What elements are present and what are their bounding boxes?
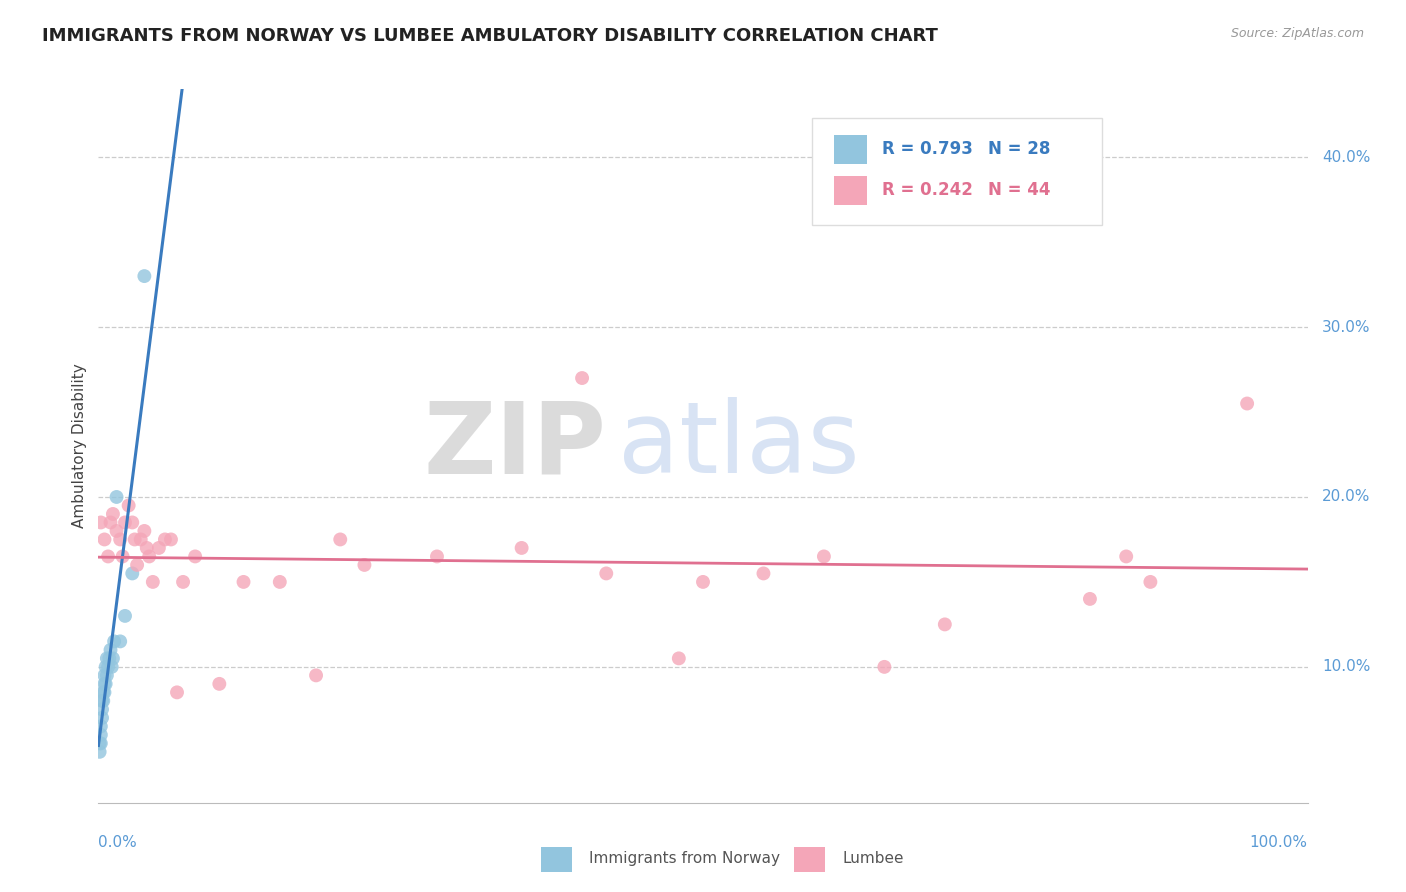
Point: [89, 745, 111, 759]
Point: [329, 533, 352, 547]
Point: [138, 549, 160, 564]
Point: [114, 608, 136, 623]
Point: [114, 516, 136, 530]
Point: [100, 660, 122, 674]
Text: atlas: atlas: [619, 398, 860, 494]
Text: ZIP: ZIP: [423, 398, 606, 494]
Text: R = 0.242: R = 0.242: [882, 181, 973, 199]
Text: 0.0%: 0.0%: [98, 835, 138, 850]
Point: [571, 371, 593, 385]
Point: [100, 643, 122, 657]
Point: [103, 634, 125, 648]
Point: [118, 499, 141, 513]
Point: [90, 516, 112, 530]
Point: [94, 677, 117, 691]
Bar: [834, 176, 868, 204]
Point: [108, 634, 131, 648]
Point: [134, 524, 156, 538]
Point: [97, 549, 120, 564]
Point: [426, 549, 449, 564]
Point: [91, 685, 114, 699]
Point: [668, 651, 690, 665]
Text: N = 44: N = 44: [988, 181, 1050, 199]
Point: [91, 702, 114, 716]
Point: [121, 566, 143, 581]
Point: [129, 533, 152, 547]
Text: IMMIGRANTS FROM NORWAY VS LUMBEE AMBULATORY DISABILITY CORRELATION CHART: IMMIGRANTS FROM NORWAY VS LUMBEE AMBULAT…: [42, 27, 938, 45]
Point: [873, 660, 896, 674]
Text: Lumbee: Lumbee: [842, 852, 904, 866]
Y-axis label: Ambulatory Disability: Ambulatory Disability: [72, 364, 87, 528]
Point: [1078, 591, 1101, 606]
Point: [692, 574, 714, 589]
Text: Immigrants from Norway: Immigrants from Norway: [589, 852, 780, 866]
Bar: [834, 136, 868, 164]
Point: [813, 549, 835, 564]
Point: [101, 507, 124, 521]
Point: [595, 566, 617, 581]
Point: [93, 677, 115, 691]
Point: [124, 533, 146, 547]
Point: [94, 660, 117, 674]
Point: [172, 574, 194, 589]
Point: [148, 541, 170, 555]
Point: [111, 549, 134, 564]
Text: 10.0%: 10.0%: [1322, 659, 1371, 674]
Point: [232, 574, 254, 589]
Point: [121, 516, 143, 530]
Point: [208, 677, 231, 691]
Point: [89, 736, 111, 750]
Text: 30.0%: 30.0%: [1322, 319, 1371, 334]
Point: [90, 736, 112, 750]
Point: [108, 533, 131, 547]
Point: [98, 651, 121, 665]
Point: [1139, 574, 1161, 589]
Point: [91, 711, 114, 725]
Text: R = 0.793: R = 0.793: [882, 140, 973, 159]
Point: [105, 490, 128, 504]
Point: [752, 566, 775, 581]
Point: [93, 685, 115, 699]
Point: [184, 549, 207, 564]
Point: [90, 719, 112, 733]
Point: [135, 541, 157, 555]
Point: [934, 617, 956, 632]
Point: [142, 574, 165, 589]
Point: [134, 269, 156, 284]
Text: 100.0%: 100.0%: [1250, 835, 1308, 850]
Text: Source: ZipAtlas.com: Source: ZipAtlas.com: [1230, 27, 1364, 40]
Point: [510, 541, 533, 555]
Point: [101, 651, 124, 665]
Point: [90, 728, 112, 742]
Point: [93, 668, 115, 682]
Point: [96, 651, 118, 665]
Point: [160, 533, 183, 547]
Point: [1115, 549, 1137, 564]
Point: [100, 516, 122, 530]
Point: [269, 574, 291, 589]
Text: N = 28: N = 28: [988, 140, 1050, 159]
Point: [153, 533, 176, 547]
Point: [1236, 396, 1258, 410]
Text: 20.0%: 20.0%: [1322, 490, 1371, 505]
Point: [96, 668, 118, 682]
Point: [353, 558, 375, 572]
Point: [93, 533, 115, 547]
Point: [91, 694, 114, 708]
Point: [127, 558, 149, 572]
FancyBboxPatch shape: [811, 118, 1102, 225]
Point: [97, 660, 120, 674]
Text: 40.0%: 40.0%: [1322, 150, 1371, 165]
Point: [91, 694, 114, 708]
Point: [166, 685, 188, 699]
Point: [305, 668, 328, 682]
Point: [105, 524, 128, 538]
